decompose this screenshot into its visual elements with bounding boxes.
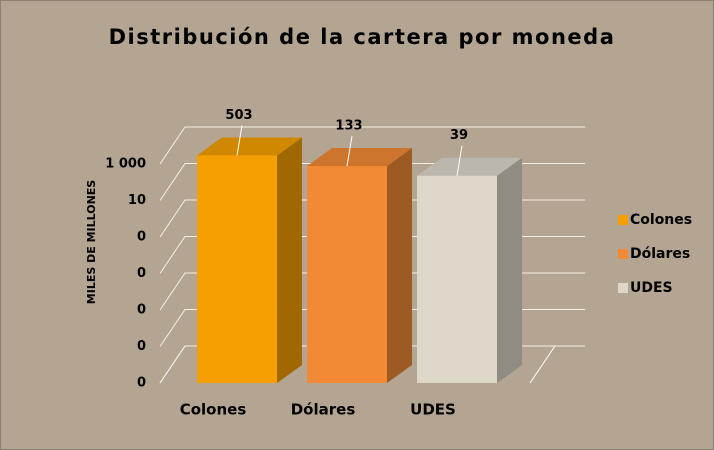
legend-label: Colones (630, 212, 692, 228)
bar (417, 175, 497, 383)
value-label: 503 (225, 108, 252, 123)
bar-top (417, 157, 522, 176)
bar (307, 165, 387, 383)
bar-top (197, 137, 302, 156)
bar-top (307, 147, 412, 166)
y-tick-label: 1 000 (105, 157, 146, 172)
y-tick-label: 10 (128, 193, 146, 208)
y-tick-label: 0 (137, 339, 146, 354)
bar-side (497, 157, 522, 383)
legend-swatch (618, 283, 628, 293)
grid-line (159, 126, 585, 165)
value-label: 39 (450, 128, 468, 143)
chart-title: Distribución de la cartera por moneda (109, 25, 616, 49)
bar-side (387, 147, 412, 383)
value-label: 133 (335, 118, 362, 133)
y-tick-label: 0 (137, 376, 146, 391)
legend-label: UDES (630, 280, 673, 296)
legend-label: Dólares (630, 246, 690, 262)
y-axis-title: MILES DE MILLONES (85, 180, 98, 305)
leader-line (236, 125, 243, 156)
x-tick-label: UDES (410, 401, 456, 419)
y-tick-label: 0 (137, 303, 146, 318)
x-tick-label: Colones (180, 401, 247, 419)
x-tick-label: Dólares (291, 401, 356, 419)
y-tick-label: 0 (137, 266, 146, 281)
bar (197, 155, 277, 383)
legend-swatch (618, 249, 628, 259)
legend-swatch (618, 215, 628, 225)
bar-side (277, 137, 302, 383)
leader-line (456, 145, 463, 176)
leader-line (346, 135, 353, 167)
y-tick-label: 0 (137, 230, 146, 245)
